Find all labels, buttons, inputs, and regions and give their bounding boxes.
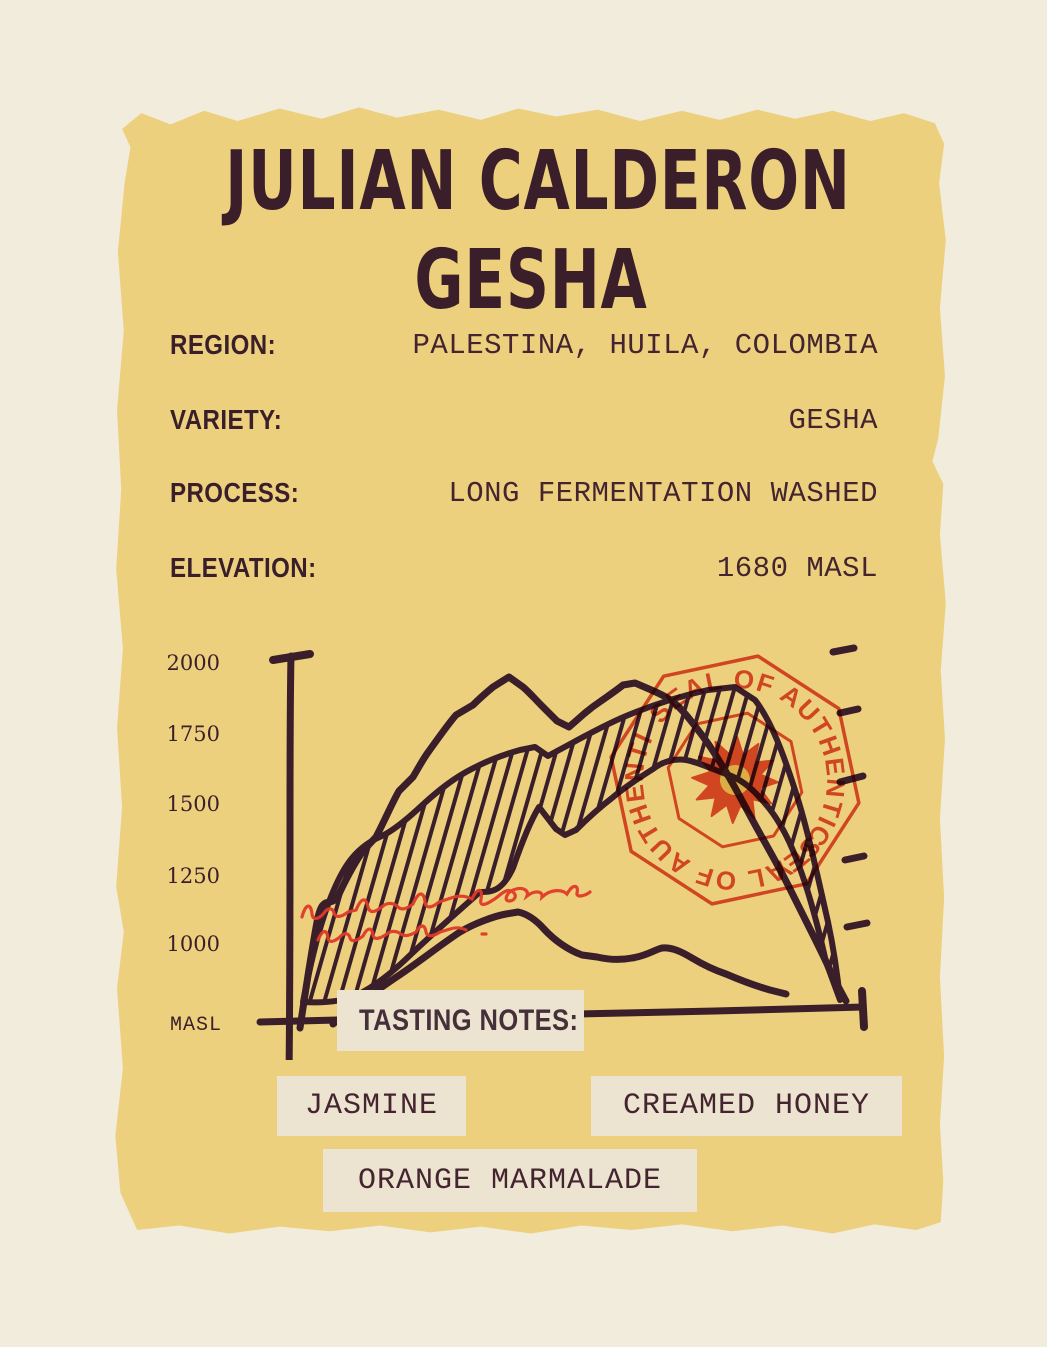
ytick-2000: 2000 [167, 651, 220, 675]
info-row-variety: VARIETY: GESHA [170, 402, 878, 438]
variety-value: GESHA [788, 403, 878, 437]
authenticity-stamp: SEAL OF AUTHENTICITY SEAL OF AUTHENTICIT… [575, 630, 896, 941]
stamp-outer-octagon [609, 654, 861, 906]
tasting-notes-heading: TASTING NOTES: [359, 1003, 579, 1037]
product-title: JULIAN CALDERON GESHA [225, 132, 851, 330]
tasting-note-creamed-honey: CREAMED HONEY [591, 1076, 902, 1136]
info-row-elevation: ELEVATION: 1680 MASL [170, 550, 878, 586]
ytick-1500: 1500 [167, 792, 220, 816]
tasting-note-jasmine: JASMINE [277, 1076, 466, 1136]
foreground-ridge [329, 908, 790, 1028]
handwriting-line-1 [300, 884, 592, 921]
product-title-line1: JULIAN CALDERON [225, 134, 851, 229]
y-axis-line [285, 652, 295, 1060]
hatched-ridge-band [300, 684, 843, 1006]
info-row-region: REGION: PALESTINA, HUILA, COLOMBIA [170, 327, 878, 363]
ytick-1250: 1250 [167, 864, 220, 888]
stamp-inner-octagon [666, 711, 804, 849]
right-edge-tick-dashes [829, 644, 871, 931]
info-row-process: PROCESS: LONG FERMENTATION WASHED [170, 475, 878, 511]
ytick-1750: 1750 [167, 722, 220, 746]
tasting-notes-heading-box: TASTING NOTES: [337, 990, 584, 1051]
coffee-label-paper: JULIAN CALDERON GESHA REGION: PALESTINA,… [115, 107, 946, 1234]
process-label: PROCESS: [170, 477, 300, 508]
sun-star-core [720, 765, 750, 795]
y-axis-top-cap [269, 650, 314, 664]
y-axis-unit-label: MASL [170, 1014, 222, 1037]
product-title-line2: GESHA [414, 233, 648, 328]
region-label: REGION: [170, 329, 277, 360]
elevation-label: ELEVATION: [170, 552, 317, 583]
process-value: LONG FERMENTATION WASHED [448, 476, 878, 510]
elevation-value: 1680 MASL [716, 551, 878, 585]
handwritten-note [300, 884, 592, 943]
handwriting-line-2 [316, 924, 488, 943]
region-value: PALESTINA, HUILA, COLOMBIA [412, 328, 878, 362]
tasting-note-orange-marmalade: ORANGE MARMALADE [323, 1149, 697, 1212]
ytick-1000: 1000 [167, 932, 220, 956]
variety-label: VARIETY: [170, 404, 283, 435]
elevation-sketch-chart: 2000 1750 1500 1250 1000 MASL SEAL OF [167, 630, 896, 1060]
x-axis-end-tick [858, 987, 868, 1031]
